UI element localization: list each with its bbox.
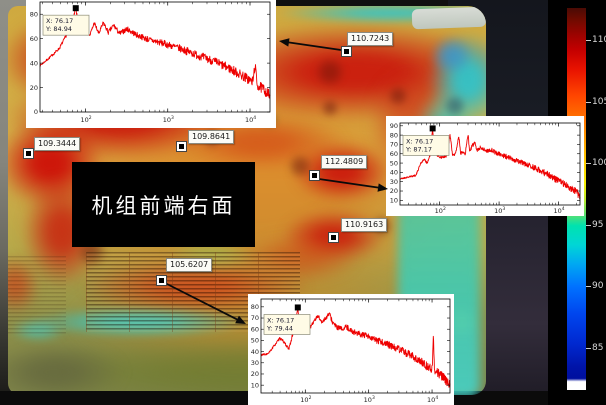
heatmap-blob <box>314 56 346 88</box>
colorbar-tick <box>586 286 591 288</box>
svg-text:X: 76.17: X: 76.17 <box>267 316 294 324</box>
svg-text:0: 0 <box>34 108 38 116</box>
unit-top-frame <box>411 6 486 30</box>
svg-text:102: 102 <box>300 395 311 404</box>
svg-text:103: 103 <box>494 206 505 215</box>
colorbar-tick <box>586 163 591 165</box>
measurement-marker[interactable] <box>23 148 34 159</box>
heatmap-blob <box>240 233 360 283</box>
heatmap-blob <box>8 342 125 395</box>
heatmap-blob <box>443 94 467 118</box>
colorbar-tick-label: 110 <box>592 35 606 46</box>
measurement-label[interactable]: 105.6207 <box>166 258 213 272</box>
svg-text:20: 20 <box>251 370 259 378</box>
vent-grille-left <box>8 256 66 334</box>
svg-text:40: 40 <box>390 169 398 177</box>
svg-text:40: 40 <box>30 59 38 67</box>
measurement-label[interactable]: 109.3444 <box>34 137 81 151</box>
measurement-label[interactable]: 109.8641 <box>188 130 235 144</box>
colorbar-tick-label: 90 <box>592 281 604 292</box>
heatmap-blob <box>387 85 409 107</box>
svg-text:80: 80 <box>30 10 38 18</box>
colorbar-tick-label: 100 <box>592 158 606 169</box>
measurement-label[interactable]: 110.9163 <box>341 218 388 232</box>
datatip-box[interactable] <box>42 14 90 36</box>
colorbar-tick-label: 105 <box>592 96 606 107</box>
svg-text:50: 50 <box>251 337 259 345</box>
datatip-box[interactable] <box>263 314 311 335</box>
svg-text:Y: 84.94: Y: 84.94 <box>45 25 72 33</box>
caption-box: 机组前端右面 <box>72 162 255 247</box>
svg-text:103: 103 <box>364 395 375 404</box>
svg-text:20: 20 <box>30 84 38 92</box>
svg-text:30: 30 <box>251 359 259 367</box>
svg-text:104: 104 <box>245 115 256 124</box>
datatip-box[interactable] <box>402 135 450 156</box>
heatmap-blob <box>320 98 340 118</box>
svg-text:60: 60 <box>390 150 398 158</box>
svg-text:50: 50 <box>390 159 398 167</box>
svg-text:70: 70 <box>251 314 259 322</box>
measurement-label[interactable]: 110.7243 <box>347 32 394 46</box>
measurement-marker[interactable] <box>328 232 339 243</box>
svg-text:102: 102 <box>435 206 446 215</box>
measurement-marker[interactable] <box>341 46 352 57</box>
datatip-marker[interactable] <box>294 304 301 311</box>
top-shadow <box>276 0 448 7</box>
measurement-label[interactable]: 112.4809 <box>321 155 368 169</box>
svg-text:104: 104 <box>427 395 438 404</box>
svg-text:80: 80 <box>390 131 398 139</box>
svg-text:10: 10 <box>251 381 259 389</box>
colorbar-tick <box>586 101 591 103</box>
measurement-marker[interactable] <box>176 141 187 152</box>
colorbar-tick-label: 95 <box>592 219 604 230</box>
svg-text:104: 104 <box>554 206 565 215</box>
caption-text: 机组前端右面 <box>91 193 236 218</box>
measurement-marker[interactable] <box>309 170 320 181</box>
svg-text:90: 90 <box>390 122 398 130</box>
svg-text:10: 10 <box>390 197 398 205</box>
colorbar-tick <box>586 224 591 226</box>
svg-text:60: 60 <box>251 325 259 333</box>
svg-text:Y: 79.44: Y: 79.44 <box>266 324 293 332</box>
spectrum-chart-top-left[interactable]: 0 20 40 60 80 102 103 104 X: 76.17Y: 84.94 <box>26 0 276 128</box>
svg-text:30: 30 <box>390 178 398 186</box>
colorbar-tick <box>586 348 591 350</box>
spectrum-chart-bottom[interactable]: 10 20 30 40 50 60 70 80 102 103 104 X: 76.17Y: 79.4… <box>248 294 454 405</box>
heatmap-blob <box>430 35 474 75</box>
measurement-marker[interactable] <box>156 275 167 286</box>
svg-text:80: 80 <box>251 303 259 311</box>
datatip-marker[interactable] <box>72 5 79 12</box>
svg-text:103: 103 <box>163 115 174 124</box>
svg-text:102: 102 <box>80 115 91 124</box>
svg-text:70: 70 <box>390 141 398 149</box>
heatmap-blob <box>10 318 66 342</box>
colorbar-tick-label: 85 <box>592 343 604 354</box>
svg-text:Y: 87.17: Y: 87.17 <box>405 145 432 153</box>
svg-text:20: 20 <box>390 187 398 195</box>
datatip-marker[interactable] <box>429 125 436 132</box>
svg-text:X: 76.17: X: 76.17 <box>46 17 73 25</box>
svg-text:60: 60 <box>30 35 38 43</box>
svg-text:40: 40 <box>251 348 259 356</box>
svg-text:X: 76.17: X: 76.17 <box>406 137 433 145</box>
colorbar-tick <box>586 40 591 42</box>
heatmap-blob <box>287 153 313 179</box>
